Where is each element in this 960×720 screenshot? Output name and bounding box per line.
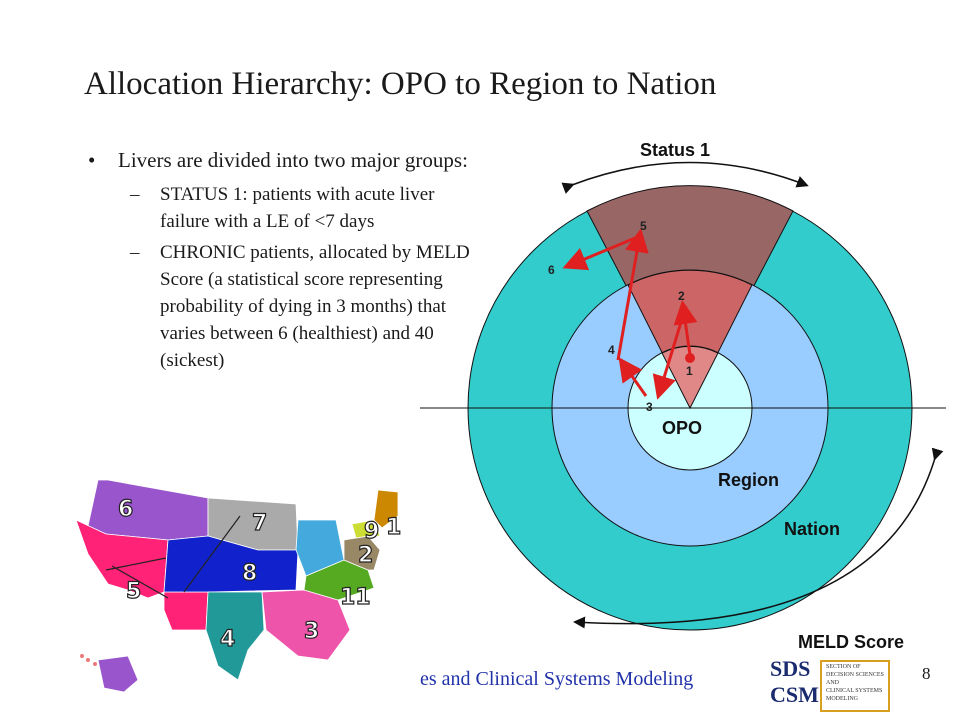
region-6-area [87, 480, 209, 541]
bullet-sub-text: STATUS 1: patients with acute liver fail… [160, 184, 435, 232]
step-label-2: 2 [678, 289, 685, 303]
page-number: 8 [922, 664, 931, 683]
hawaii-island [93, 662, 97, 666]
dash-marker: – [130, 242, 140, 263]
bullet-marker: • [88, 148, 96, 172]
slide-title: Allocation Hierarchy: OPO to Region to N… [84, 66, 717, 102]
status1-sector-region [627, 269, 753, 410]
bullet-sub-chronic: – CHRONIC patients, allocated by MELD Sc… [84, 239, 474, 374]
map-label-5: 5 [126, 579, 141, 604]
bullet-list: • Livers are divided into two major grou… [84, 146, 474, 378]
logo-csm: CSM [770, 682, 819, 707]
bullet-sub-text: CHRONIC patients, allocated by MELD Scor… [160, 242, 470, 371]
map-label-6: 6 [118, 497, 133, 522]
dash-marker: – [130, 184, 140, 205]
logo-box [820, 660, 890, 712]
opo-label: OPO [662, 418, 702, 438]
logo-sds: SDS [770, 656, 811, 681]
hawaii-island [86, 658, 90, 662]
meld-score-label: MELD Score [798, 632, 904, 652]
footer-text: es and Clinical Systems Modeling [420, 668, 694, 690]
map-arrow [183, 515, 241, 593]
bullet-main: • Livers are divided into two major grou… [84, 146, 474, 175]
region-9-area [351, 519, 381, 539]
arrow-3-to-4 [618, 357, 648, 397]
map-label-7: 7 [252, 511, 267, 536]
sds-csm-logo: SDS CSM SECTION OF DECISION SCIENCES AND… [762, 656, 892, 712]
region-1-area [373, 489, 399, 529]
arrow-4-to-5 [616, 228, 649, 361]
bullet-sub-status1: – STATUS 1: patients with acute liver fa… [84, 181, 474, 235]
meld-span-arrow [573, 447, 944, 629]
bullet-main-text: Livers are divided into two major groups… [118, 148, 468, 172]
status1-span-arrow [561, 161, 809, 194]
nation-label: Nation [784, 519, 840, 539]
map-label-4: 4 [220, 627, 235, 652]
map-arrow [111, 565, 169, 599]
logo-subtext: SECTION OF DECISION SCIENCES AND CLINICA… [826, 664, 884, 702]
origin-dot [685, 353, 695, 363]
region-5b-area [163, 591, 209, 631]
region-label: Region [718, 470, 779, 490]
step-label-3: 3 [646, 400, 653, 414]
map-label-1: 1 [386, 515, 401, 540]
us-region-map: 6 7 9 1 2 8 5 11 4 3 [75, 480, 402, 693]
hawaii-island [80, 654, 84, 658]
alaska-area [97, 655, 139, 693]
arrow-2-to-3 [652, 305, 688, 400]
map-label-11: 11 [340, 585, 371, 610]
map-label-2: 2 [358, 543, 373, 568]
region-5-area [75, 519, 169, 599]
map-label-8: 8 [242, 561, 257, 586]
region-8-area [163, 535, 299, 593]
status1-label: Status 1 [640, 140, 710, 160]
step-label-6: 6 [548, 263, 555, 277]
map-label-3: 3 [304, 619, 319, 644]
arrow-5-to-6 [562, 234, 641, 271]
step-label-5: 5 [640, 219, 647, 233]
map-label-9: 9 [364, 519, 379, 544]
step-label-1: 1 [686, 364, 693, 378]
step-label-4: 4 [608, 343, 615, 357]
